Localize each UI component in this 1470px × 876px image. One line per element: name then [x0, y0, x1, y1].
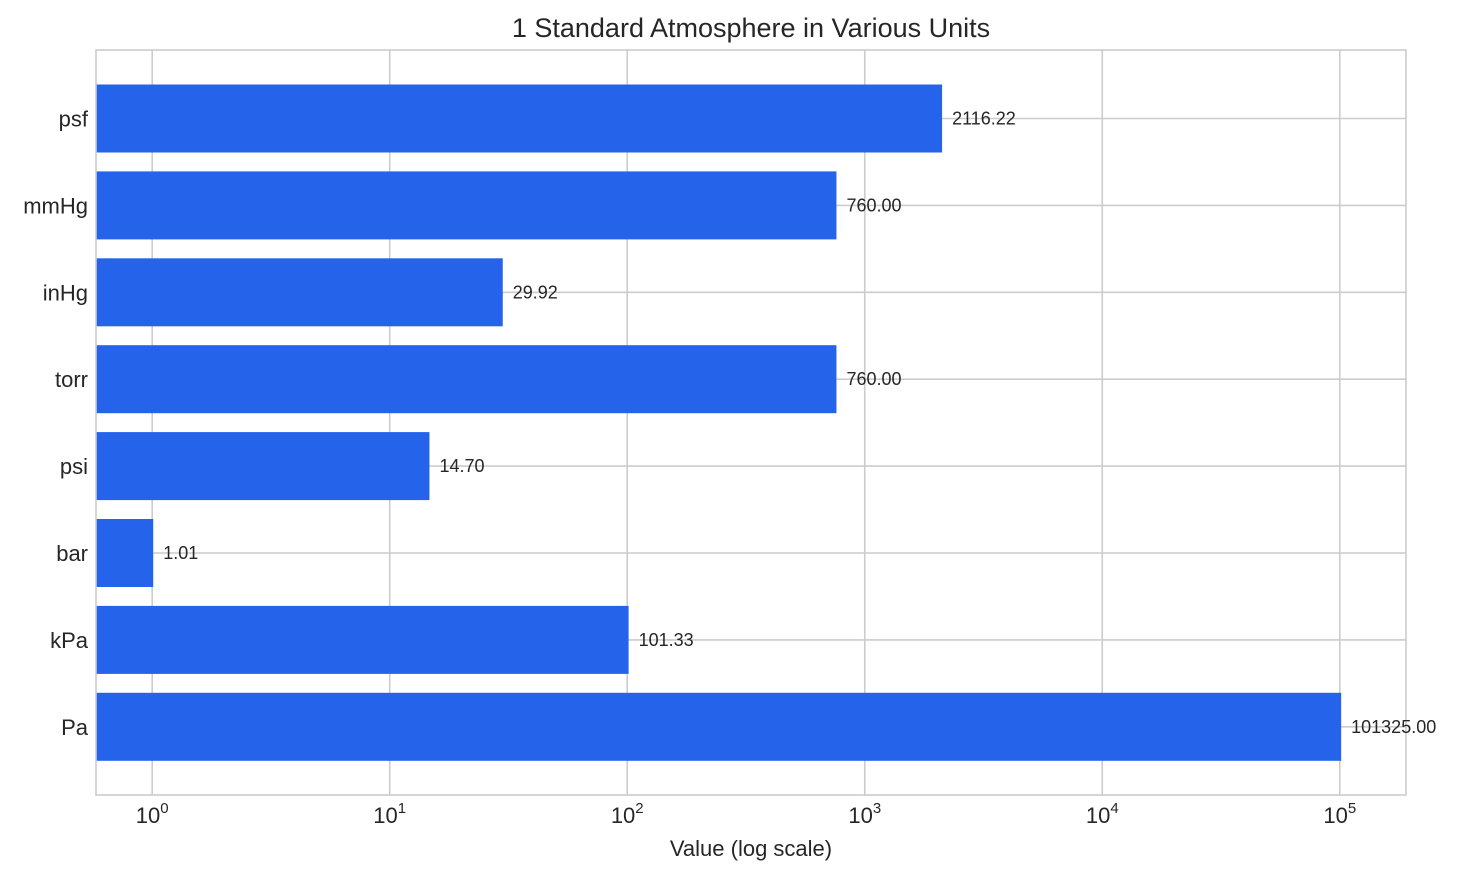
- bar-kpa: [96, 605, 629, 674]
- category-label: kPa: [50, 628, 89, 653]
- category-labels: Pa kPa bar psi torr inHg mmHg psf: [23, 107, 89, 740]
- value-label: 760.00: [846, 195, 901, 215]
- category-label: torr: [55, 367, 88, 392]
- category-label: bar: [56, 541, 88, 566]
- bar-torr: [96, 345, 837, 414]
- category-label: Pa: [61, 715, 89, 740]
- value-label: 1.01: [163, 543, 198, 563]
- bars: [96, 84, 1342, 761]
- x-tick-label: 102: [611, 800, 644, 828]
- category-label: mmHg: [23, 193, 88, 218]
- category-label: psf: [59, 107, 89, 132]
- value-label: 101325.00: [1351, 717, 1436, 737]
- x-tick-labels: 100 101 102 103 104 105: [136, 800, 1356, 828]
- value-label: 101.33: [639, 630, 694, 650]
- bar-psf: [96, 84, 943, 153]
- bar-bar: [96, 519, 154, 587]
- x-tick-label: 103: [848, 800, 881, 828]
- x-tick-label: 105: [1323, 800, 1356, 828]
- grid-lines: [96, 50, 1406, 795]
- bar-inhg: [96, 258, 503, 327]
- category-label: inHg: [43, 280, 88, 305]
- value-label: 760.00: [846, 369, 901, 389]
- category-label: psi: [60, 454, 88, 479]
- x-axis-label: Value (log scale): [670, 836, 832, 861]
- plot-frame: [95, 49, 1407, 796]
- bar-psi: [96, 432, 430, 501]
- bar-mmhg: [96, 171, 837, 240]
- value-label: 14.70: [439, 456, 484, 476]
- value-label: 2116.22: [952, 109, 1016, 129]
- value-labels: 101325.00 101.33 1.01 14.70 760.00 29.92 760.0…: [163, 109, 1436, 737]
- x-tick-label: 100: [136, 800, 169, 828]
- x-tick-label: 104: [1086, 800, 1119, 828]
- value-label: 29.92: [513, 282, 558, 302]
- x-tick-label: 101: [373, 800, 406, 828]
- bar-pa: [96, 692, 1342, 761]
- chart-title: 1 Standard Atmosphere in Various Units: [512, 13, 990, 43]
